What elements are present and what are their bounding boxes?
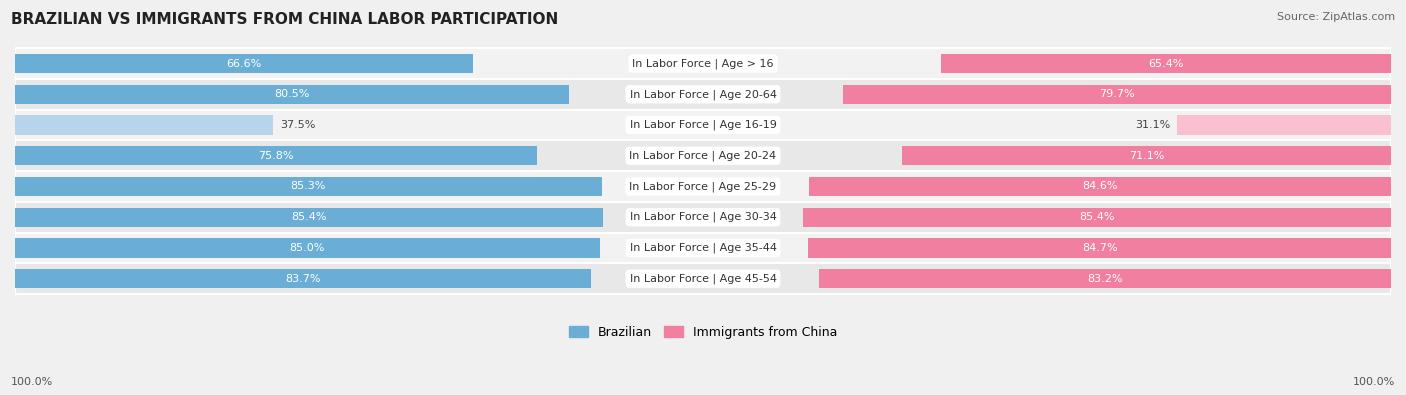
Bar xyxy=(808,177,1391,196)
Text: 37.5%: 37.5% xyxy=(280,120,315,130)
Text: 84.7%: 84.7% xyxy=(1081,243,1118,253)
Bar xyxy=(15,233,1391,263)
Text: BRAZILIAN VS IMMIGRANTS FROM CHINA LABOR PARTICIPATION: BRAZILIAN VS IMMIGRANTS FROM CHINA LABOR… xyxy=(11,12,558,27)
Bar xyxy=(15,171,1391,202)
Text: 79.7%: 79.7% xyxy=(1099,89,1135,99)
Text: 83.2%: 83.2% xyxy=(1087,274,1122,284)
Bar xyxy=(15,208,603,227)
Bar xyxy=(15,239,600,258)
Bar xyxy=(1177,115,1391,135)
Bar xyxy=(15,85,569,104)
Bar xyxy=(818,269,1391,288)
Text: 85.3%: 85.3% xyxy=(291,181,326,192)
Text: 85.0%: 85.0% xyxy=(290,243,325,253)
Text: 31.1%: 31.1% xyxy=(1135,120,1170,130)
Bar xyxy=(901,146,1391,165)
Text: 85.4%: 85.4% xyxy=(1080,212,1115,222)
Bar xyxy=(15,269,591,288)
Bar xyxy=(15,110,1391,140)
Bar xyxy=(842,85,1391,104)
Text: 65.4%: 65.4% xyxy=(1149,58,1184,68)
Text: In Labor Force | Age > 16: In Labor Force | Age > 16 xyxy=(633,58,773,69)
Text: 83.7%: 83.7% xyxy=(285,274,321,284)
Text: In Labor Force | Age 30-34: In Labor Force | Age 30-34 xyxy=(630,212,776,222)
Bar xyxy=(15,54,474,73)
Text: 100.0%: 100.0% xyxy=(11,377,53,387)
Bar xyxy=(808,239,1391,258)
Text: In Labor Force | Age 35-44: In Labor Force | Age 35-44 xyxy=(630,243,776,253)
Text: 80.5%: 80.5% xyxy=(274,89,309,99)
Text: Source: ZipAtlas.com: Source: ZipAtlas.com xyxy=(1277,12,1395,22)
Text: 84.6%: 84.6% xyxy=(1083,181,1118,192)
Bar xyxy=(15,263,1391,294)
Bar xyxy=(15,140,1391,171)
Bar xyxy=(15,202,1391,233)
Bar xyxy=(15,146,537,165)
Text: 85.4%: 85.4% xyxy=(291,212,326,222)
Bar xyxy=(15,177,602,196)
Bar xyxy=(941,54,1391,73)
Text: In Labor Force | Age 20-64: In Labor Force | Age 20-64 xyxy=(630,89,776,100)
Text: 66.6%: 66.6% xyxy=(226,58,262,68)
Bar xyxy=(15,115,273,135)
Text: 71.1%: 71.1% xyxy=(1129,151,1164,161)
Legend: Brazilian, Immigrants from China: Brazilian, Immigrants from China xyxy=(564,321,842,344)
Text: 100.0%: 100.0% xyxy=(1353,377,1395,387)
Text: In Labor Force | Age 20-24: In Labor Force | Age 20-24 xyxy=(630,150,776,161)
Text: In Labor Force | Age 16-19: In Labor Force | Age 16-19 xyxy=(630,120,776,130)
Text: In Labor Force | Age 45-54: In Labor Force | Age 45-54 xyxy=(630,273,776,284)
Bar xyxy=(15,48,1391,79)
Bar xyxy=(15,79,1391,110)
Bar xyxy=(803,208,1391,227)
Text: 75.8%: 75.8% xyxy=(259,151,294,161)
Text: In Labor Force | Age 25-29: In Labor Force | Age 25-29 xyxy=(630,181,776,192)
